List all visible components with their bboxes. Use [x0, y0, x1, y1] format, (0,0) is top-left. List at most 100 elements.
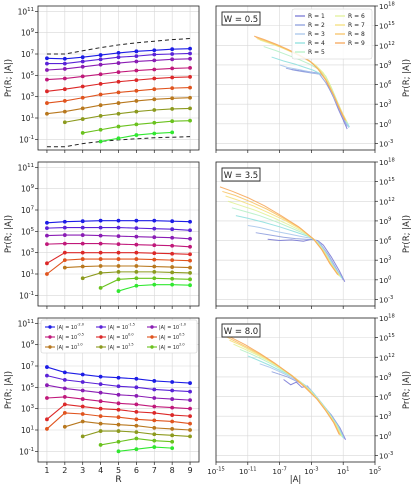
panel-title-box: W = 3.5 [221, 167, 261, 182]
y-tick-label-base: 10 [379, 256, 389, 265]
curve-line [222, 332, 340, 435]
data-point [116, 101, 121, 105]
y-tick-label-base: 10 [21, 362, 31, 371]
data-point [116, 384, 121, 389]
data-point [170, 219, 175, 224]
data-point [170, 427, 175, 431]
data-point [116, 90, 121, 95]
data-point [116, 257, 121, 261]
legend-entry-exponent: 2.0 [179, 343, 185, 347]
y-tick-label-exponent: 9 [388, 372, 391, 378]
legend-entry-exponent: 0.5 [179, 333, 185, 337]
data-point [98, 421, 103, 426]
x-tick-label-exponent: 5 [378, 467, 381, 473]
data-point [134, 409, 139, 414]
data-point [80, 95, 85, 100]
y-tick-label-base: 10 [379, 373, 389, 382]
data-point [62, 233, 67, 237]
data-point [116, 392, 121, 397]
data-point [62, 87, 67, 92]
data-point [98, 390, 103, 395]
data-point [45, 68, 49, 72]
legend: |A| = 10-2.0|A| = 10-1.5|A| = 10-1.0|A| … [40, 319, 198, 354]
panel-title: W = 3.5 [224, 171, 258, 181]
data-point [134, 436, 139, 441]
bound-line-upper [46, 38, 191, 55]
data-point [45, 417, 49, 422]
data-point [152, 218, 157, 223]
y-tick-label: 10-3 [379, 139, 393, 149]
x-tick-label-base: 10 [369, 467, 379, 476]
y-tick-label: 107 [21, 362, 34, 372]
data-point [116, 429, 121, 433]
y-tick-label: 100 [379, 275, 391, 285]
y-tick-label: 109 [379, 60, 391, 70]
data-point [188, 406, 192, 411]
data-point [134, 269, 139, 274]
data-point [134, 447, 139, 452]
data-point [116, 375, 121, 380]
data-point [170, 107, 175, 111]
data-point [152, 425, 157, 430]
y-tick-label: 1012 [379, 41, 395, 51]
legend-swatch-marker [48, 335, 52, 339]
legend-entry: |A| = 10-1.5 [108, 323, 135, 332]
y-tick-label-exponent: 5 [31, 383, 34, 389]
y-tick-label: 103 [379, 412, 391, 422]
y-tick-label-base: 10 [21, 270, 31, 279]
data-point [188, 244, 192, 249]
legend-entry-exponent: -1.5 [128, 323, 135, 327]
data-point [152, 76, 157, 81]
data-point [98, 72, 103, 77]
data-point [62, 99, 67, 103]
y-tick-label-base: 10 [379, 61, 389, 70]
data-point [188, 85, 192, 90]
data-point [116, 415, 121, 420]
data-point [45, 261, 49, 266]
y-tick-label: 109 [379, 216, 391, 226]
y-tick-label-base: 10 [21, 227, 31, 236]
data-point [134, 88, 139, 93]
data-point [80, 264, 85, 269]
data-point [98, 382, 103, 387]
data-point [152, 87, 157, 92]
series-line [64, 107, 191, 123]
data-point [62, 370, 67, 375]
data-point [188, 56, 192, 61]
y-tick-label-base: 10 [21, 50, 31, 59]
y-axis-label: Pr(R; |A|) [402, 215, 412, 253]
y-tick-label-base: 10 [379, 451, 389, 460]
data-point [170, 276, 175, 281]
curve-line [247, 224, 343, 279]
y-tick-label-exponent: 6 [388, 392, 391, 398]
y-tick-label-base: 10 [379, 276, 389, 285]
data-point [134, 226, 139, 231]
data-point [98, 250, 103, 255]
data-point [170, 47, 175, 52]
legend-entry-exponent: 1.0 [77, 343, 83, 347]
data-point [62, 109, 67, 114]
series-line [100, 277, 191, 289]
data-point [134, 234, 139, 239]
legend-entry: |A| = 101.5 [108, 343, 134, 352]
plot-frame [37, 317, 200, 463]
data-point [116, 234, 121, 239]
y-tick-label: 103 [379, 100, 391, 110]
data-point [80, 388, 85, 393]
data-point [45, 365, 49, 369]
y-tick-label-exponent: 18 [388, 314, 395, 320]
y-tick-label-exponent: 15 [388, 177, 395, 183]
data-point [152, 282, 157, 287]
y-tick-label-base: 10 [21, 383, 31, 392]
data-point [170, 388, 175, 393]
legend-entry-exponent: -2.0 [77, 323, 84, 327]
x-tick-label: 1 [44, 466, 49, 475]
data-point [134, 54, 139, 59]
y-tick-label-base: 10 [379, 314, 389, 323]
y-axis-label: Pr(R; |A|) [4, 59, 14, 97]
y-tick-label-base: 10 [21, 405, 31, 414]
data-point [98, 103, 103, 108]
y-tick-label-exponent: 1 [31, 114, 34, 120]
x-tick-label-base: 10 [207, 467, 217, 476]
